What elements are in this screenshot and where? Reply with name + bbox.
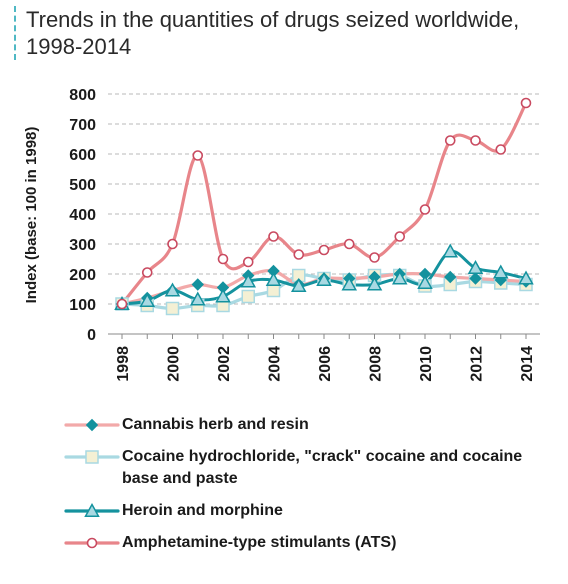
x-tick-label: 1998	[115, 346, 132, 382]
x-tick-label: 2004	[267, 346, 284, 382]
legend-item-cannabis: Cannabis herb and resin	[64, 414, 544, 436]
legend-marker-cocaine	[85, 450, 99, 464]
data-point-cocaine	[266, 283, 281, 298]
y-tick-label: 500	[69, 177, 96, 194]
x-tick-label: 2008	[368, 346, 385, 382]
data-point-heroin	[316, 271, 332, 286]
data-point-cannabis	[469, 272, 482, 285]
data-point-ats	[495, 144, 507, 155]
legend-item-cocaine: Cocaine hydrochloride, "crack" cocaine a…	[64, 446, 544, 490]
data-point-ats	[520, 97, 532, 109]
line-chart: 0 100 200 300 400 500 600 700 800 1998 2000 2002 200…	[23, 87, 540, 382]
data-point-ats	[242, 256, 254, 268]
legend-swatch-ats	[64, 537, 120, 549]
data-point-ats	[419, 204, 431, 215]
axes: 0 100 200 300 400 500 600 700 800 1998 2000 2002 200…	[69, 87, 540, 382]
data-point-ats	[343, 238, 355, 250]
data-point-ats	[268, 231, 279, 242]
data-point-ats	[394, 231, 406, 242]
legend-label-cannabis: Cannabis herb and resin	[122, 416, 309, 433]
y-tick-label: 700	[69, 117, 96, 134]
data-point-heroin	[366, 276, 383, 291]
chart-title: Trends in the quantities of drugs seized…	[26, 7, 520, 59]
data-point-ats	[444, 135, 456, 146]
y-tick-label: 100	[69, 297, 96, 314]
legend-label-heroin: Heroin and morphine	[122, 502, 283, 519]
data-point-heroin	[139, 292, 156, 307]
y-axis-label: Index (base: 100 in 1998)	[23, 127, 40, 304]
data-point-heroin	[417, 274, 433, 289]
y-tick-label: 0	[87, 327, 96, 344]
data-point-heroin	[265, 271, 282, 286]
data-point-heroin	[518, 270, 534, 285]
legend-marker-heroin	[84, 502, 100, 517]
data-point-cocaine	[165, 301, 180, 316]
series-markers	[114, 97, 534, 316]
data-point-heroin	[391, 270, 408, 285]
legend-label-ats: Amphetamine-type stimulants (ATS)	[122, 534, 397, 551]
x-tick-label: 2010	[418, 346, 435, 382]
x-tick-label: 2014	[519, 346, 536, 382]
data-point-heroin	[492, 264, 509, 279]
data-point-heroin	[467, 259, 484, 274]
data-point-ats	[217, 253, 229, 265]
y-tick-label: 200	[69, 267, 96, 284]
y-tick-label: 400	[69, 207, 96, 224]
data-point-cannabis	[191, 278, 204, 291]
legend-item-heroin: Heroin and morphine	[64, 500, 544, 522]
x-tick-label: 2002	[216, 346, 233, 382]
y-tick-label: 300	[69, 237, 96, 254]
data-point-ats	[318, 244, 330, 256]
chart-title-container: Trends in the quantities of drugs seized…	[14, 6, 568, 60]
data-point-ats	[116, 298, 128, 310]
data-point-ats	[293, 249, 305, 260]
data-point-ats	[141, 267, 153, 278]
legend-marker-cannabis	[85, 418, 99, 432]
data-point-ats	[369, 252, 380, 263]
legend-swatch-cannabis	[64, 418, 120, 432]
data-point-ats	[167, 238, 178, 250]
data-point-heroin	[290, 277, 307, 292]
data-point-cannabis	[444, 270, 457, 284]
x-tick-label: 2012	[469, 346, 486, 382]
data-point-ats	[470, 135, 481, 146]
data-point-heroin	[164, 282, 181, 297]
x-tick-label: 2000	[166, 346, 183, 382]
legend-swatch-heroin	[64, 502, 120, 517]
data-point-ats	[192, 150, 204, 161]
legend-swatch-cocaine	[64, 450, 120, 464]
legend-label-cocaine: Cocaine hydrochloride, "crack" cocaine a…	[122, 448, 523, 487]
x-tick-label: 2006	[317, 346, 334, 382]
data-point-heroin	[215, 288, 231, 303]
y-tick-label: 800	[69, 87, 96, 104]
data-point-heroin	[442, 243, 459, 258]
legend-marker-ats	[86, 537, 98, 549]
y-tick-label: 600	[69, 147, 96, 164]
legend: Cannabis herb and resin Cocaine hydrochl…	[64, 414, 544, 564]
data-point-cocaine	[241, 289, 255, 304]
data-point-heroin	[341, 276, 358, 291]
data-point-heroin	[189, 291, 206, 306]
legend-item-ats: Amphetamine-type stimulants (ATS)	[64, 532, 544, 554]
data-point-heroin	[240, 273, 257, 288]
